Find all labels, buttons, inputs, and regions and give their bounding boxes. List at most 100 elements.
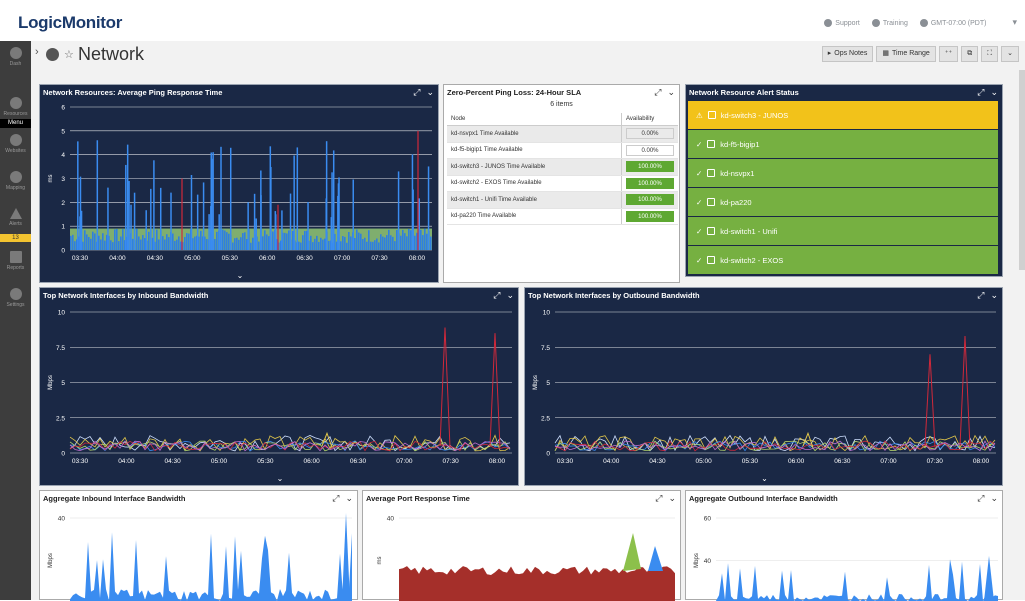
- blue-series-bar: [206, 239, 208, 250]
- logo[interactable]: LogicMonitor: [18, 13, 122, 33]
- page-scrollbar[interactable]: [1019, 70, 1025, 270]
- more-dropdown-button[interactable]: ⌄: [1001, 46, 1019, 62]
- blue-series-bar: [162, 236, 164, 250]
- availability-value: 100.00%: [626, 178, 674, 189]
- sidebar-item-websites[interactable]: Websites: [0, 134, 31, 154]
- x-tick-label: 05:00: [211, 458, 228, 465]
- menu-tag[interactable]: Menu: [0, 119, 31, 128]
- y-tick-label: 0: [546, 451, 550, 458]
- blue-series-bar: [410, 230, 412, 250]
- blue-series-bar: [384, 237, 386, 250]
- alert-resource-name: kd-f5-bigip1: [720, 140, 759, 149]
- blue-series-bar: [424, 229, 426, 250]
- fullscreen-button[interactable]: ⛶: [981, 46, 998, 62]
- availability-cell: 100.00%: [622, 159, 679, 176]
- blue-series-bar: [100, 239, 102, 250]
- blue-series-bar: [214, 239, 216, 250]
- clone-icon: ⧉: [967, 47, 972, 61]
- alert-resource-name: kd-pa220: [720, 198, 751, 207]
- sidebar-item-alerts[interactable]: Alerts: [0, 208, 31, 227]
- expand-sidebar-chevron-icon[interactable]: ›: [35, 46, 39, 58]
- training-link[interactable]: Training: [872, 19, 908, 27]
- blue-series-bar: [228, 234, 230, 250]
- blue-series-bar: [344, 237, 346, 250]
- ops-notes-button[interactable]: ▸Ops Notes: [822, 46, 874, 62]
- x-tick-label: 04:30: [147, 255, 164, 262]
- sidebar-item-reports[interactable]: Reports: [0, 251, 31, 271]
- blue-series-bar: [370, 242, 372, 250]
- settings-button[interactable]: ⁺⁺: [939, 46, 958, 62]
- alert-status-row[interactable]: ⚠kd-switch3 - JUNOS: [688, 101, 998, 129]
- server-icon: [708, 111, 716, 119]
- widget-outbound-bandwidth: Top Network Interfaces by Outbound Bandw…: [524, 287, 1003, 486]
- x-tick-label: 07:00: [880, 458, 897, 465]
- expand-legend-chevron-icon: ⌄: [761, 474, 768, 483]
- widget-controls: ⤢⌄: [654, 87, 675, 98]
- blue-series-bar: [302, 235, 304, 250]
- availability-cell: 100.00%: [622, 175, 679, 192]
- blue-series-bar: [174, 241, 176, 250]
- expand-icon[interactable]: ⤢: [977, 87, 984, 98]
- alerts-count-badge[interactable]: 13: [0, 234, 31, 242]
- column-header-node[interactable]: Node: [447, 113, 622, 126]
- table-row[interactable]: kd-nsvpx1 Time Available 0.00%: [447, 126, 678, 143]
- blue-series-bar: [172, 234, 174, 250]
- alert-status-row[interactable]: ✓kd-switch2 - EXOS: [688, 246, 998, 274]
- sidebar-item-resources[interactable]: Resources: [0, 97, 31, 117]
- y-tick-label: 3: [61, 176, 65, 183]
- node-cell: kd-nsvpx1 Time Available: [447, 126, 622, 143]
- blue-series-bar: [284, 233, 286, 250]
- blue-series-bar: [246, 239, 248, 250]
- support-link[interactable]: Support: [824, 19, 860, 27]
- alert-status-row[interactable]: ✓kd-f5-bigip1: [688, 130, 998, 158]
- chevron-down-icon[interactable]: ⌄: [667, 87, 675, 98]
- node-cell: kd-switch3 - JUNOS Time Available: [447, 159, 622, 176]
- blue-series-bar: [354, 238, 356, 250]
- blue-series-bar: [158, 239, 160, 250]
- x-tick-label: 05:00: [184, 255, 201, 262]
- sidebar-item-mapping[interactable]: Mapping: [0, 171, 31, 191]
- websites-icon: [10, 134, 22, 146]
- blue-series-bar: [430, 237, 432, 250]
- availability-value: 100.00%: [626, 161, 674, 172]
- account-dropdown[interactable]: ▾: [1012, 17, 1017, 28]
- table-row[interactable]: kd-switch3 - JUNOS Time Available 100.00%: [447, 159, 678, 176]
- blue-series-bar: [422, 235, 424, 250]
- chevron-down-icon[interactable]: ⌄: [990, 87, 998, 98]
- sidebar-item-settings[interactable]: Settings: [0, 288, 31, 308]
- x-tick-label: 07:30: [927, 458, 944, 465]
- timezone-link[interactable]: GMT-07:00 (PDT): [920, 19, 987, 27]
- blue-series-bar: [364, 238, 366, 250]
- clone-button[interactable]: ⧉: [961, 46, 978, 62]
- blue-series-bar: [188, 234, 190, 250]
- widget-ping-response: Network Resources: Average Ping Response…: [39, 84, 439, 283]
- alert-status-row[interactable]: ✓kd-nsvpx1: [688, 159, 998, 187]
- y-axis-label: ms: [377, 557, 383, 565]
- blue-series-bar: [372, 242, 374, 250]
- time-range-button[interactable]: ▦Time Range: [876, 46, 936, 62]
- alert-status-row[interactable]: ✓kd-pa220: [688, 188, 998, 216]
- favorite-star-icon[interactable]: ☆: [64, 48, 74, 61]
- blue-series-bar: [324, 239, 326, 250]
- sidebar-item-label: Alerts: [9, 221, 22, 227]
- x-tick-label: 05:30: [222, 255, 239, 262]
- x-tick-label: 06:30: [297, 255, 314, 262]
- x-tick-label: 07:30: [371, 255, 388, 262]
- server-icon: [707, 169, 715, 177]
- availability-value: 0.00%: [626, 128, 674, 139]
- blue-series-bar: [186, 233, 188, 250]
- blue-series-bar: [74, 241, 76, 250]
- x-tick-label: 05:00: [696, 458, 713, 465]
- expand-icon[interactable]: ⤢: [654, 87, 661, 98]
- blue-series-bar: [298, 242, 300, 250]
- aggregate-inbound-chart: 2040Mbps: [40, 491, 359, 601]
- sidebar-item-dash[interactable]: Dash: [0, 47, 31, 67]
- x-tick-label: 05:30: [742, 458, 759, 465]
- alert-status-row[interactable]: ✓kd-switch1 - Unifi: [688, 217, 998, 245]
- resources-icon: [10, 97, 22, 109]
- column-header-availability[interactable]: Availability: [622, 113, 679, 126]
